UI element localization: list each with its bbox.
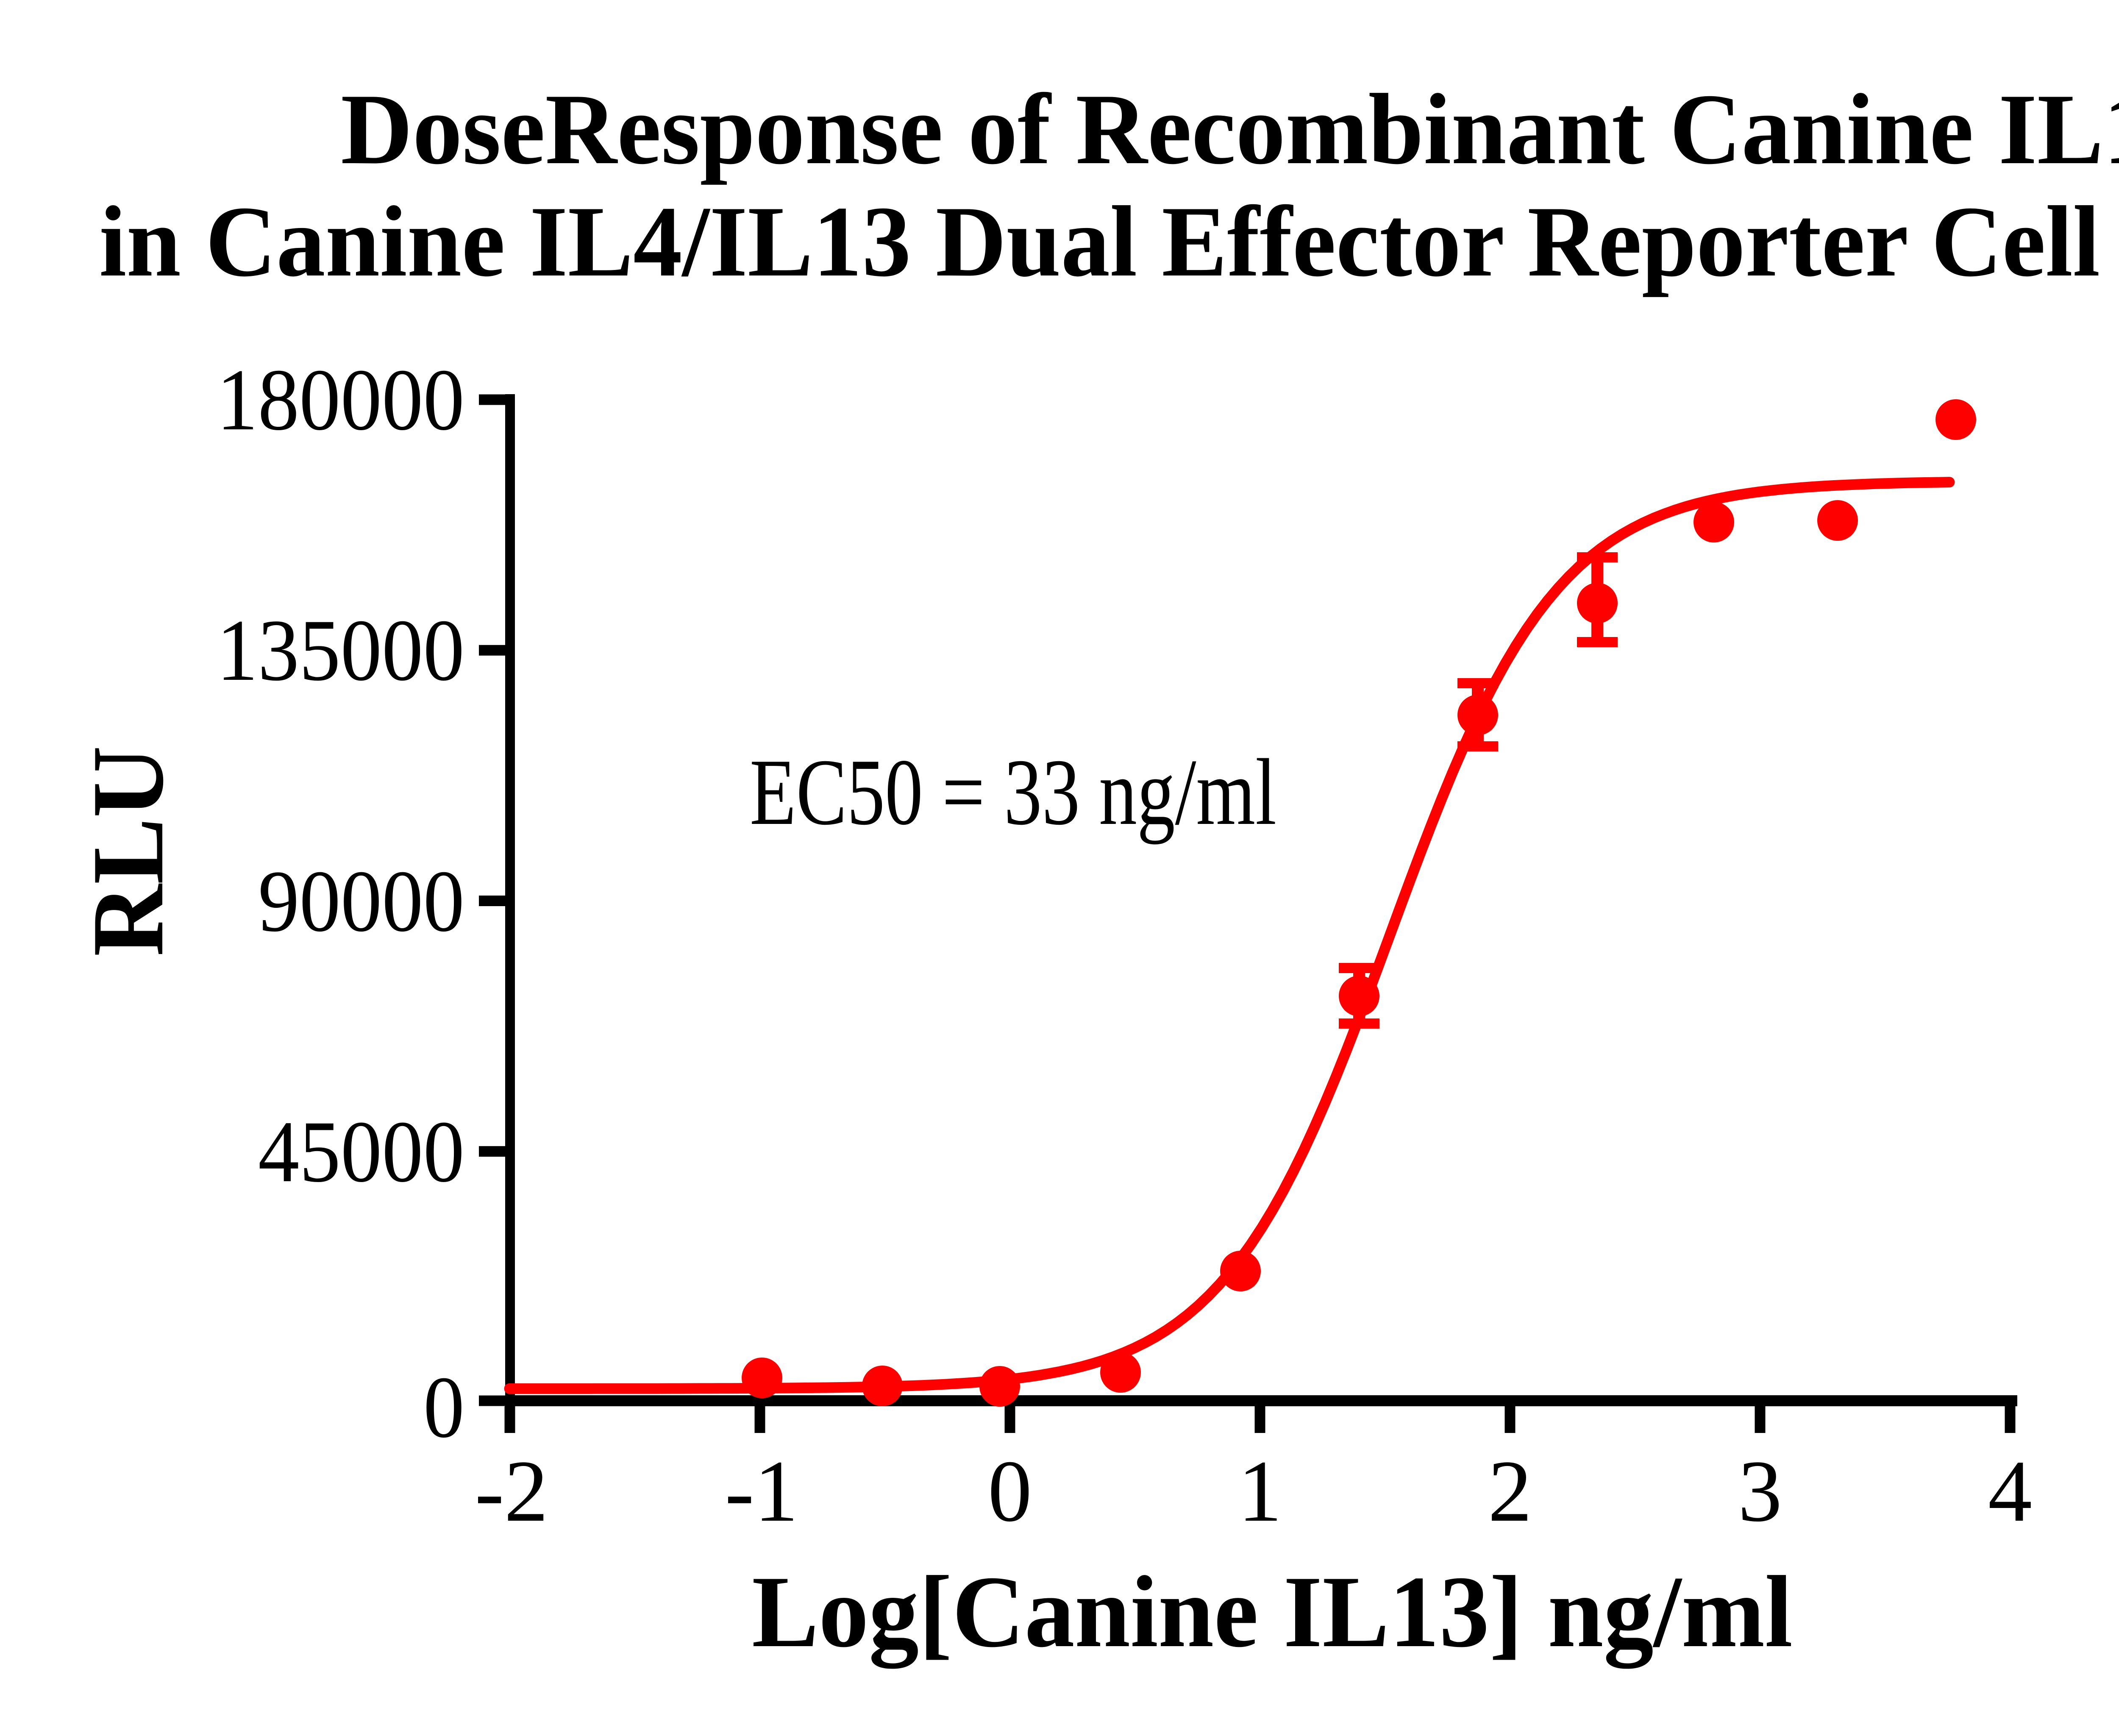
svg-text:45000: 45000 [258,1103,464,1200]
svg-text:180000: 180000 [217,351,464,448]
svg-text:4: 4 [1988,1442,2032,1540]
svg-text:3: 3 [1738,1442,1782,1540]
svg-text:-1: -1 [725,1442,798,1540]
svg-text:-2: -2 [475,1442,548,1540]
svg-text:DoseResponse of Recombinant Ca: DoseResponse of Recombinant Canine IL13 [341,73,2119,185]
svg-text:2: 2 [1488,1442,1532,1540]
svg-text:0: 0 [988,1442,1032,1540]
svg-text:1: 1 [1238,1442,1282,1540]
svg-text:Log[Canine IL13] ng/ml: Log[Canine IL13] ng/ml [752,1555,1793,1669]
svg-text:RLU: RLU [71,746,185,957]
svg-text:EC50 = 33 ng/ml: EC50 = 33 ng/ml [750,740,1276,845]
svg-text:in Canine IL4/IL13 Dual Effect: in Canine IL4/IL13 Dual Effector Reporte… [99,172,2119,298]
svg-text:0: 0 [423,1358,464,1456]
svg-text:90000: 90000 [258,852,464,950]
svg-text:135000: 135000 [217,601,464,699]
